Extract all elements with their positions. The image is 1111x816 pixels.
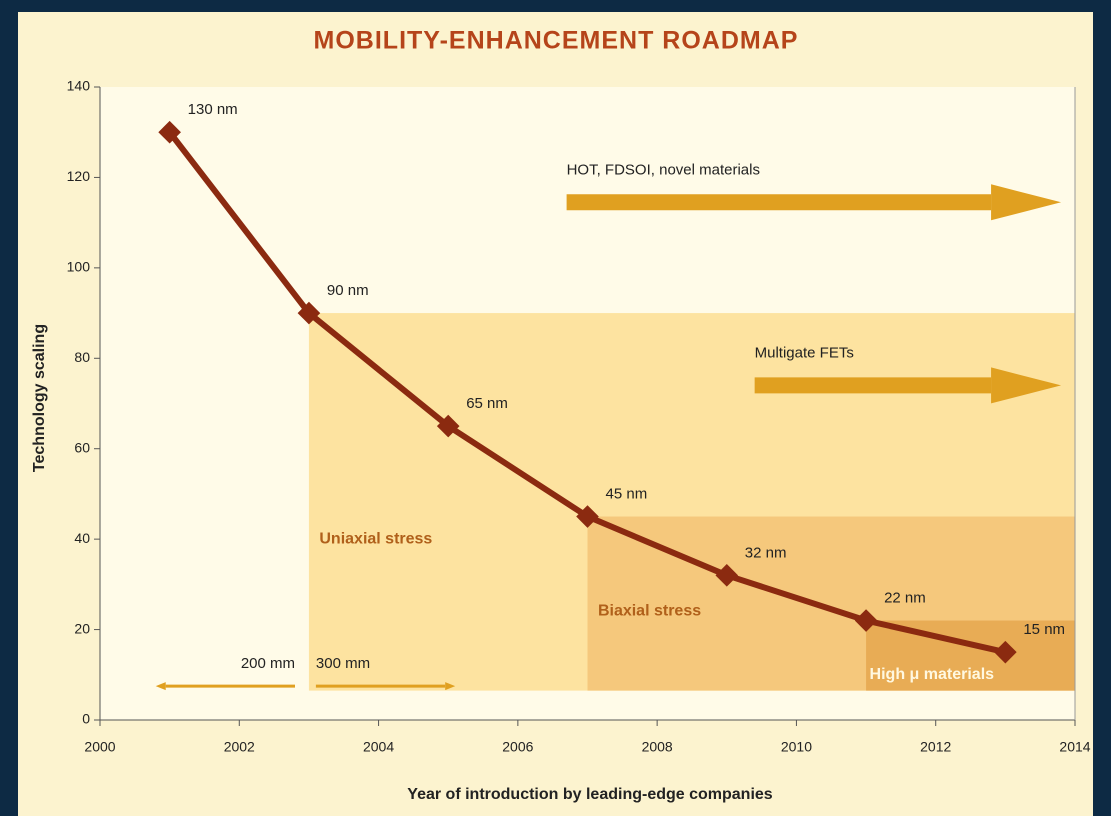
data-label: 15 nm [1023, 621, 1065, 638]
x-tick-label: 2012 [920, 739, 951, 755]
marker [854, 609, 878, 632]
y-axis-label: Technology scaling [31, 324, 48, 472]
y-tick-label: 0 [82, 711, 90, 727]
arrow-label: HOT, FDSOI, novel materials [567, 161, 760, 178]
region-label: Biaxial stress [598, 603, 701, 620]
y-tick-label: 80 [74, 349, 90, 365]
x-tick-label: 2006 [502, 739, 533, 755]
data-label: 22 nm [884, 589, 926, 606]
arrow-head [445, 682, 456, 691]
marker [158, 120, 181, 144]
arrow-head [155, 682, 166, 691]
marker [715, 564, 739, 587]
data-label: 130 nm [188, 101, 238, 118]
x-tick-label: 2004 [363, 739, 394, 755]
data-label: 32 nm [745, 544, 787, 561]
region-label: Uniaxial stress [319, 530, 432, 547]
y-tick-label: 100 [67, 259, 91, 275]
region [866, 620, 1075, 691]
y-tick-label: 120 [67, 168, 91, 184]
arrow-label: 300 mm [316, 655, 370, 672]
x-tick-label: 2010 [781, 739, 812, 755]
marker [297, 301, 321, 325]
region-label: High μ materials [870, 666, 995, 683]
data-label: 65 nm [466, 395, 508, 412]
y-tick-label: 60 [74, 439, 90, 455]
arrow-label: 200 mm [241, 655, 295, 672]
marker [576, 505, 599, 528]
x-tick-label: 2002 [224, 739, 255, 755]
y-tick-label: 20 [74, 620, 90, 636]
x-tick-label: 2000 [84, 739, 115, 755]
y-tick-label: 40 [74, 530, 90, 546]
x-tick-label: 2008 [642, 739, 673, 755]
x-axis-label: Year of introduction by leading-edge com… [407, 786, 772, 803]
y-tick-label: 140 [67, 78, 91, 94]
marker [436, 414, 460, 438]
data-label: 90 nm [327, 282, 369, 299]
arrow-head [991, 184, 1062, 221]
arrow-label: Multigate FETs [755, 344, 854, 361]
chart-title: MOBILITY-ENHANCEMENT ROADMAP [314, 27, 799, 55]
arrow-head [991, 367, 1062, 404]
marker [994, 640, 1017, 664]
x-tick-label: 2014 [1059, 739, 1090, 755]
data-label: 45 nm [606, 486, 648, 503]
